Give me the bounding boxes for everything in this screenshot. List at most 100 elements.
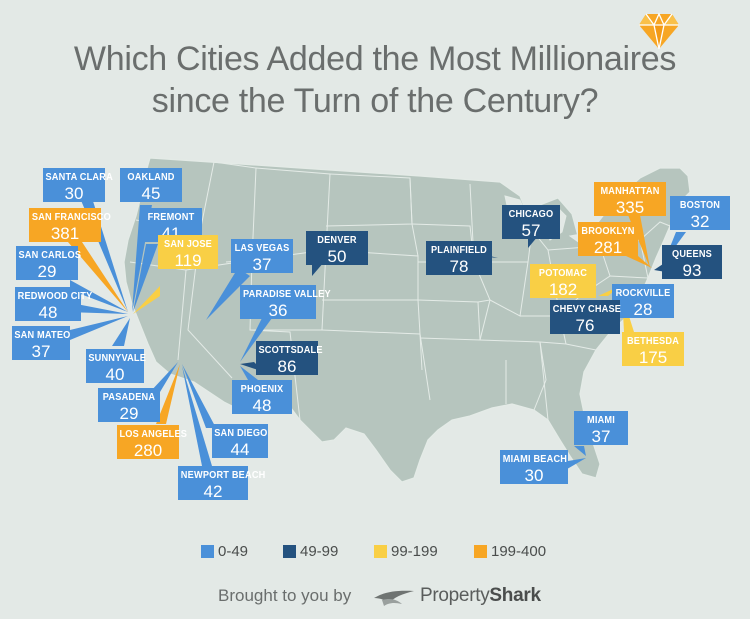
city-name: LAS VEGAS xyxy=(234,243,290,254)
city-value: 50 xyxy=(327,247,347,266)
brand-light: Property xyxy=(420,585,490,606)
city-name: SAN FRANCISCO xyxy=(31,212,111,223)
title-line-1: Which Cities Added the Most Millionaires xyxy=(73,40,677,78)
city-name: MANHATTAN xyxy=(600,186,660,197)
propertyshark-logo-icon xyxy=(374,590,414,606)
city-callout-manhattan: MANHATTAN 335 xyxy=(594,182,666,217)
city-callout-redwood-city: REDWOOD CITY 48 xyxy=(15,287,93,322)
page-title: Which Cities Added the Most Millionaires… xyxy=(0,38,750,122)
city-callout-queens: QUEENS 93 xyxy=(662,245,722,280)
city-callout-miami: MIAMI 37 xyxy=(574,411,628,446)
city-name: ROCKVILLE xyxy=(615,288,671,299)
city-value: 280 xyxy=(133,441,163,460)
city-callout-newport-beach: NEWPORT BEACH 42 xyxy=(178,466,266,501)
city-callout-boston: BOSTON 32 xyxy=(670,196,730,231)
city-callout-oakland: OAKLAND 45 xyxy=(120,168,182,203)
city-value: 29 xyxy=(37,262,57,281)
city-name: MIAMI BEACH xyxy=(502,454,568,465)
city-name: SAN DIEGO xyxy=(214,428,268,439)
city-callout-san-mateo: SAN MATEO 37 xyxy=(12,326,71,361)
city-callout-rockville: ROCKVILLE 28 xyxy=(612,284,674,319)
city-name: SAN JOSE xyxy=(163,239,212,250)
city-name: DENVER xyxy=(317,235,357,246)
city-name: MIAMI xyxy=(586,415,616,426)
legend-swatch xyxy=(283,545,296,558)
city-value: 281 xyxy=(593,238,623,257)
credit-text: Brought to you by xyxy=(218,586,352,605)
city-name: SAN MATEO xyxy=(14,330,71,341)
city-value: 182 xyxy=(548,280,578,299)
city-callout-san-jose: SAN JOSE 119 xyxy=(158,235,218,270)
city-callout-phoenix: PHOENIX 48 xyxy=(232,380,292,415)
city-value: 32 xyxy=(690,212,710,231)
legend-label: 199-400 xyxy=(491,543,547,560)
city-value: 37 xyxy=(591,427,611,446)
city-callout-los-angeles: LOS ANGELES 280 xyxy=(117,425,188,460)
city-value: 30 xyxy=(64,184,84,203)
city-name: LOS ANGELES xyxy=(119,429,188,440)
city-callout-paradise-valley: PARADISE VALLEY 36 xyxy=(240,285,331,320)
city-value: 48 xyxy=(38,303,58,322)
city-callout-san-diego: SAN DIEGO 44 xyxy=(212,424,268,459)
city-value: 381 xyxy=(50,224,80,243)
legend-swatch xyxy=(201,545,214,558)
city-callout-plainfield: PLAINFIELD 78 xyxy=(426,241,492,276)
city-callout-denver: DENVER 50 xyxy=(306,231,368,266)
city-name: NEWPORT BEACH xyxy=(180,470,266,481)
brand-bold: Shark xyxy=(489,585,541,606)
city-value: 335 xyxy=(615,198,645,217)
legend-label: 0-49 xyxy=(218,543,249,560)
city-callout-sunnyvale: SUNNYVALE 40 xyxy=(86,349,147,384)
city-callout-san-francisco: SAN FRANCISCO 381 xyxy=(29,208,111,243)
city-name: CHEVY CHASE xyxy=(552,304,622,315)
legend-label: 49-99 xyxy=(300,543,339,560)
city-callout-san-carlos: SAN CARLOS 29 xyxy=(16,246,82,281)
city-value: 37 xyxy=(31,342,51,361)
city-name: BETHESDA xyxy=(626,336,680,347)
city-name: REDWOOD CITY xyxy=(17,291,93,302)
city-value: 29 xyxy=(119,404,139,423)
city-value: 48 xyxy=(252,396,272,415)
diamond-icon xyxy=(639,12,679,50)
city-callout-brooklyn: BROOKLYN 281 xyxy=(578,222,638,257)
city-name: FREMONT xyxy=(147,212,195,223)
city-callout-bethesda: BETHESDA 175 xyxy=(622,332,684,367)
city-name: POTOMAC xyxy=(538,268,588,279)
legend-label: 99-199 xyxy=(391,543,438,560)
city-name: SUNNYVALE xyxy=(88,353,147,364)
city-value: 37 xyxy=(252,255,272,274)
city-value: 76 xyxy=(575,316,595,335)
city-name: PASADENA xyxy=(102,392,156,403)
city-name: PLAINFIELD xyxy=(430,245,488,256)
city-value: 28 xyxy=(633,300,653,319)
city-value: 175 xyxy=(638,348,668,367)
city-value: 30 xyxy=(524,466,544,485)
city-name: SANTA CLARA xyxy=(45,172,113,183)
city-value: 86 xyxy=(277,357,297,376)
city-value: 78 xyxy=(449,257,469,276)
city-value: 44 xyxy=(230,440,250,459)
city-callout-scottsdale: SCOTTSDALE 86 xyxy=(256,341,322,376)
city-callout-las-vegas: LAS VEGAS 37 xyxy=(231,239,293,274)
city-value: 40 xyxy=(105,365,125,384)
city-value: 57 xyxy=(521,221,541,240)
city-name: OAKLAND xyxy=(127,172,175,183)
city-name: CHICAGO xyxy=(508,209,554,220)
legend-swatch xyxy=(474,545,487,558)
brand-name[interactable]: PropertyShark xyxy=(420,585,541,607)
title-line-2: since the Turn of the Century? xyxy=(151,82,599,120)
city-callout-chevy-chase: CHEVY CHASE 76 xyxy=(550,300,622,335)
city-callout-fremont: FREMONT 41 xyxy=(140,208,202,243)
city-name: BROOKLYN xyxy=(581,226,635,237)
city-value: 119 xyxy=(174,251,202,270)
legend-swatch xyxy=(374,545,387,558)
legend: 0-49 49-99 99-199 199-400 xyxy=(0,542,750,562)
city-name: SAN CARLOS xyxy=(18,250,82,261)
city-name: QUEENS xyxy=(672,249,712,260)
city-name: PHOENIX xyxy=(240,384,284,395)
city-name: BOSTON xyxy=(679,200,721,211)
city-value: 36 xyxy=(268,301,288,320)
city-callout-santa-clara: SANTA CLARA 30 xyxy=(43,168,113,203)
city-callout-pasadena: PASADENA 29 xyxy=(98,388,160,423)
